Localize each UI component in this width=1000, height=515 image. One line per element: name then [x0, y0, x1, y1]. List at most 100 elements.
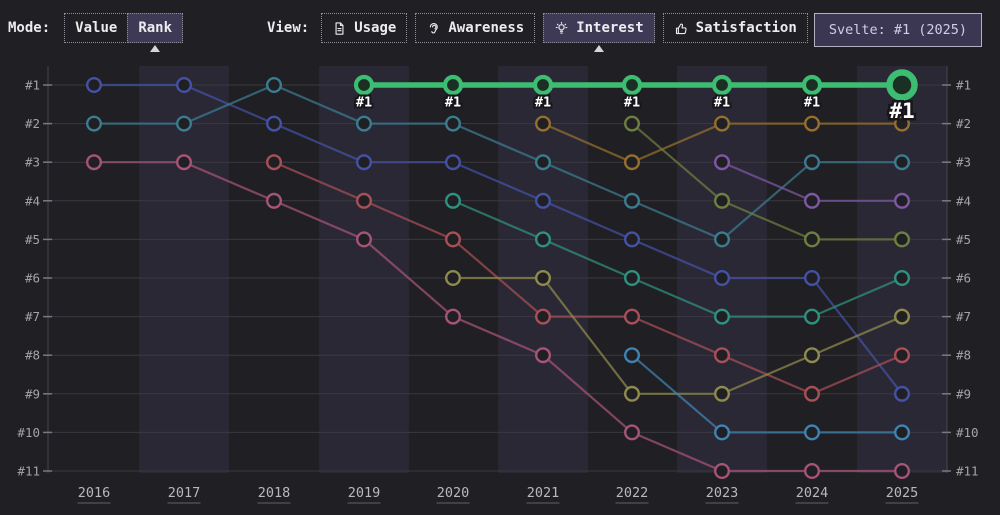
data-point-series-teal-green[interactable] — [535, 231, 552, 248]
data-point-series-pink[interactable] — [624, 424, 641, 441]
rank-axis-label-left: #7 — [25, 309, 40, 324]
data-point-series-red[interactable] — [445, 231, 462, 248]
data-point-series-indigo[interactable] — [445, 154, 462, 171]
data-point-series-purple[interactable] — [804, 192, 821, 209]
series-line-series-teal[interactable] — [92, 83, 904, 241]
view-button-awareness[interactable]: Awareness — [415, 13, 536, 43]
data-point-series-steel-blue[interactable] — [894, 424, 911, 441]
year-label-2020[interactable]: 2020 — [437, 485, 470, 501]
data-point-series-olive-green[interactable] — [804, 231, 821, 248]
data-point-series-khaki[interactable] — [445, 270, 462, 287]
data-point-series-indigo[interactable] — [804, 270, 821, 287]
data-point-series-pink[interactable] — [894, 463, 911, 480]
data-point-Svelte[interactable] — [886, 69, 918, 101]
data-point-series-pink[interactable] — [85, 154, 102, 171]
data-point-Svelte[interactable] — [801, 74, 823, 96]
data-point-series-khaki[interactable] — [535, 270, 552, 287]
data-point-series-teal[interactable] — [266, 76, 283, 93]
data-point-series-teal[interactable] — [356, 115, 373, 132]
year-label-2016[interactable]: 2016 — [78, 485, 111, 501]
data-point-series-khaki[interactable] — [804, 347, 821, 364]
data-point-series-mustard[interactable] — [894, 115, 911, 132]
data-point-series-khaki[interactable] — [894, 308, 911, 325]
thumbs-up-icon — [674, 21, 689, 36]
point-rank-label: #1 — [624, 95, 640, 111]
view-button-usage[interactable]: Usage — [321, 13, 408, 43]
data-point-series-teal-green[interactable] — [894, 270, 911, 287]
year-label-2025[interactable]: 2025 — [886, 485, 919, 501]
view-button-satisfaction[interactable]: Satisfaction — [662, 13, 808, 43]
data-point-series-teal-green[interactable] — [624, 270, 641, 287]
data-point-series-teal-green[interactable] — [714, 308, 731, 325]
data-point-series-indigo[interactable] — [356, 154, 373, 171]
data-point-series-red[interactable] — [804, 385, 821, 402]
year-label-2017[interactable]: 2017 — [168, 485, 201, 501]
data-point-series-khaki[interactable] — [624, 385, 641, 402]
data-point-series-teal[interactable] — [714, 231, 731, 248]
data-point-Svelte[interactable] — [353, 74, 375, 96]
data-point-series-teal[interactable] — [85, 115, 102, 132]
year-label-2023[interactable]: 2023 — [706, 485, 739, 501]
year-label-2021[interactable]: 2021 — [527, 485, 560, 501]
data-point-series-steel-blue[interactable] — [714, 424, 731, 441]
data-point-series-mustard[interactable] — [535, 115, 552, 132]
data-point-series-indigo[interactable] — [535, 192, 552, 209]
data-point-series-indigo[interactable] — [175, 76, 192, 93]
data-point-series-teal[interactable] — [804, 154, 821, 171]
data-point-series-indigo[interactable] — [714, 270, 731, 287]
data-point-series-steel-blue[interactable] — [624, 347, 641, 364]
data-point-Svelte[interactable] — [532, 74, 554, 96]
data-point-series-mustard[interactable] — [624, 154, 641, 171]
data-point-series-red[interactable] — [266, 154, 283, 171]
data-point-series-red[interactable] — [714, 347, 731, 364]
data-point-series-teal[interactable] — [175, 115, 192, 132]
mode-button-label: Value — [75, 20, 118, 36]
series-line-series-teal-green[interactable] — [451, 199, 904, 318]
data-point-series-teal-green[interactable] — [445, 192, 462, 209]
data-point-series-pink[interactable] — [445, 308, 462, 325]
year-label-2019[interactable]: 2019 — [348, 485, 381, 501]
data-point-series-red[interactable] — [535, 308, 552, 325]
series-line-series-pink[interactable] — [92, 161, 904, 473]
data-point-series-olive-green[interactable] — [714, 192, 731, 209]
data-point-series-teal[interactable] — [535, 154, 552, 171]
series-line-series-red[interactable] — [272, 161, 904, 395]
data-point-series-pink[interactable] — [714, 463, 731, 480]
data-point-series-teal[interactable] — [624, 192, 641, 209]
series-line-series-steel-blue[interactable] — [630, 354, 904, 434]
data-point-series-steel-blue[interactable] — [804, 424, 821, 441]
series-line-series-olive-green[interactable] — [630, 122, 904, 241]
point-rank-label: #1 — [714, 95, 730, 111]
data-point-Svelte[interactable] — [621, 74, 643, 96]
year-label-2018[interactable]: 2018 — [258, 485, 291, 501]
data-point-series-teal-green[interactable] — [804, 308, 821, 325]
data-point-Svelte[interactable] — [711, 74, 733, 96]
data-point-Svelte[interactable] — [442, 74, 464, 96]
mode-button-rank[interactable]: Rank — [127, 13, 184, 52]
data-point-series-red[interactable] — [894, 347, 911, 364]
data-point-series-pink[interactable] — [266, 192, 283, 209]
data-point-series-purple[interactable] — [894, 192, 911, 209]
data-point-series-pink[interactable] — [175, 154, 192, 171]
data-point-series-pink[interactable] — [804, 463, 821, 480]
data-point-series-pink[interactable] — [535, 347, 552, 364]
data-point-series-indigo[interactable] — [266, 115, 283, 132]
data-point-series-pink[interactable] — [356, 231, 373, 248]
data-point-series-red[interactable] — [356, 192, 373, 209]
data-point-series-indigo[interactable] — [85, 76, 102, 93]
year-label-2024[interactable]: 2024 — [796, 485, 829, 501]
data-point-series-olive-green[interactable] — [894, 231, 911, 248]
data-point-series-mustard[interactable] — [804, 115, 821, 132]
view-button-interest[interactable]: Interest — [543, 13, 655, 52]
data-point-series-olive-green[interactable] — [624, 115, 641, 132]
data-point-series-khaki[interactable] — [714, 385, 731, 402]
mode-button-value[interactable]: Value — [64, 13, 129, 43]
data-point-series-teal[interactable] — [894, 154, 911, 171]
data-point-series-indigo[interactable] — [624, 231, 641, 248]
data-point-series-red[interactable] — [624, 308, 641, 325]
year-label-2022[interactable]: 2022 — [616, 485, 649, 501]
data-point-series-mustard[interactable] — [714, 115, 731, 132]
data-point-series-teal[interactable] — [445, 115, 462, 132]
data-point-series-purple[interactable] — [714, 154, 731, 171]
data-point-series-indigo[interactable] — [894, 385, 911, 402]
